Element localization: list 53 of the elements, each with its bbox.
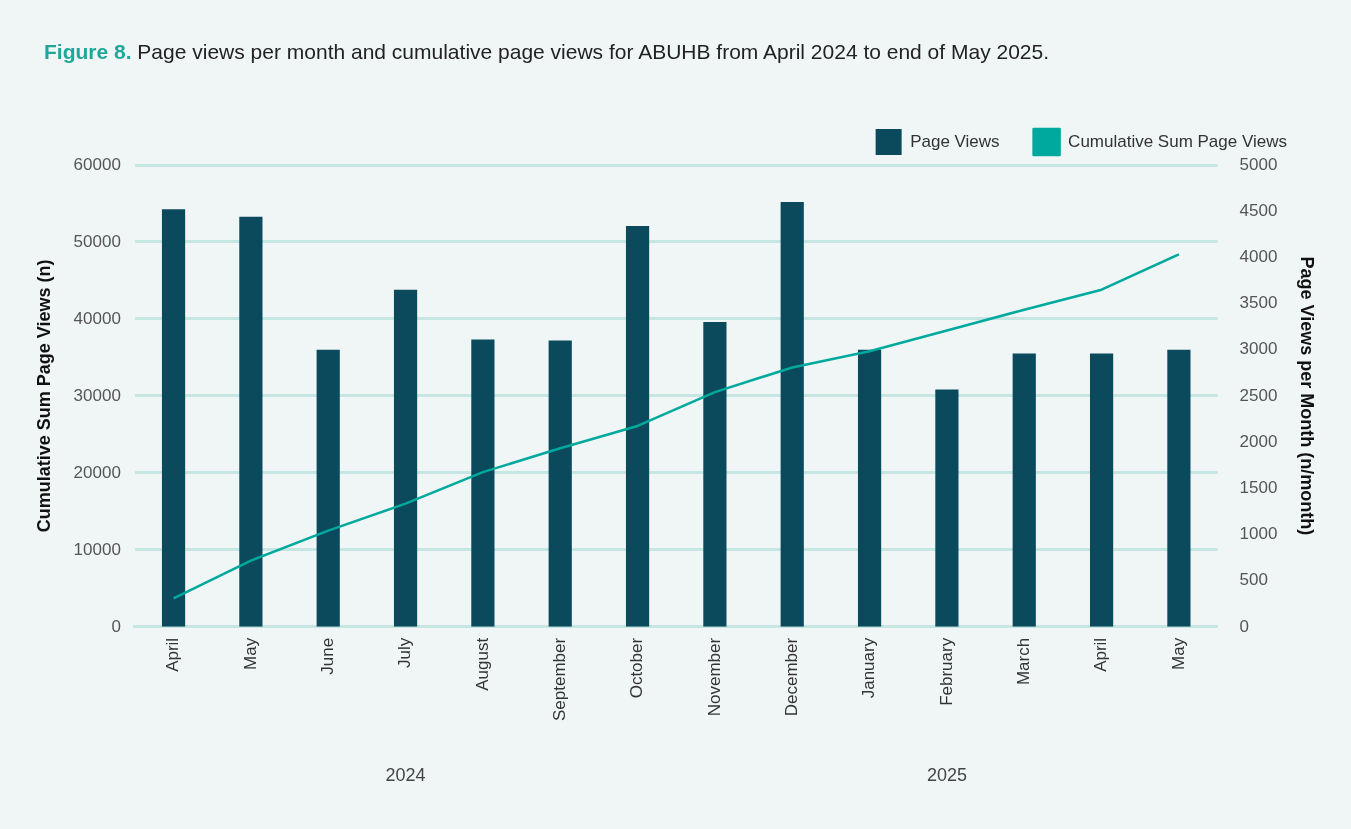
bar xyxy=(1167,349,1191,627)
x-tick-label: January xyxy=(859,637,879,699)
y2-tick-label: 1000 xyxy=(1239,524,1278,544)
x-tick-label: October xyxy=(627,637,647,699)
x-tick-label: February xyxy=(936,637,956,706)
y2-tick-label: 0 xyxy=(1239,616,1250,636)
x-tick-label: March xyxy=(1013,637,1033,686)
bar xyxy=(548,340,572,627)
x-tick-label: April xyxy=(163,637,183,672)
y2-tick-label: 2500 xyxy=(1239,385,1278,405)
y2-tick-label: 2000 xyxy=(1239,431,1278,451)
y-tick-label: 60000 xyxy=(73,154,121,174)
x-tick-label: July xyxy=(395,637,415,669)
y2-tick-label: 5000 xyxy=(1239,154,1278,174)
x-tick-label: September xyxy=(549,637,569,722)
y2-tick-label: 3500 xyxy=(1239,293,1278,313)
y2-tick-label: 4500 xyxy=(1239,200,1278,220)
legend-label: Page Views xyxy=(910,131,1000,151)
chart-title: Figure 8. Page views per month and cumulative page views for ABUHB from April 2024 to end of May 2025. xyxy=(44,40,1050,64)
y-tick-label: 0 xyxy=(111,616,121,636)
y-tick-label: 40000 xyxy=(73,308,121,328)
y-tick-label: 30000 xyxy=(73,385,121,405)
y-tick-label: 50000 xyxy=(73,231,121,251)
y-tick-label: 20000 xyxy=(73,462,121,482)
bar xyxy=(393,289,418,627)
text: 2024 xyxy=(385,764,426,785)
x-tick-label: August xyxy=(472,637,492,691)
bar xyxy=(935,389,959,627)
bar xyxy=(471,339,495,627)
bar xyxy=(625,225,650,627)
bar xyxy=(780,201,804,627)
x-tick-label: June xyxy=(317,637,337,675)
x-tick-label: May xyxy=(1168,637,1188,670)
x-tick-label: November xyxy=(704,637,724,717)
y2-tick-label: 3000 xyxy=(1239,339,1278,359)
y-axis-title: Cumulative Sum Page Views (n) xyxy=(33,259,54,533)
y2-tick-label: 1500 xyxy=(1239,477,1278,497)
bar xyxy=(316,349,340,627)
y2-axis-title: Page Views per Month (n/month) xyxy=(1297,256,1318,536)
x-tick-label: April xyxy=(1091,637,1111,672)
bar xyxy=(239,216,263,627)
legend-label: Cumulative Sum Page Views xyxy=(1068,131,1288,151)
bar xyxy=(703,322,727,627)
text: 2025 xyxy=(926,764,967,785)
y2-tick-label: 4000 xyxy=(1239,247,1278,267)
bar xyxy=(857,349,882,627)
bar xyxy=(1012,353,1036,627)
bar xyxy=(1089,353,1114,627)
x-tick-label: December xyxy=(781,637,801,717)
bar xyxy=(161,209,186,627)
y2-tick-label: 500 xyxy=(1239,570,1268,590)
y-tick-label: 10000 xyxy=(73,539,121,559)
x-tick-label: May xyxy=(240,637,260,670)
